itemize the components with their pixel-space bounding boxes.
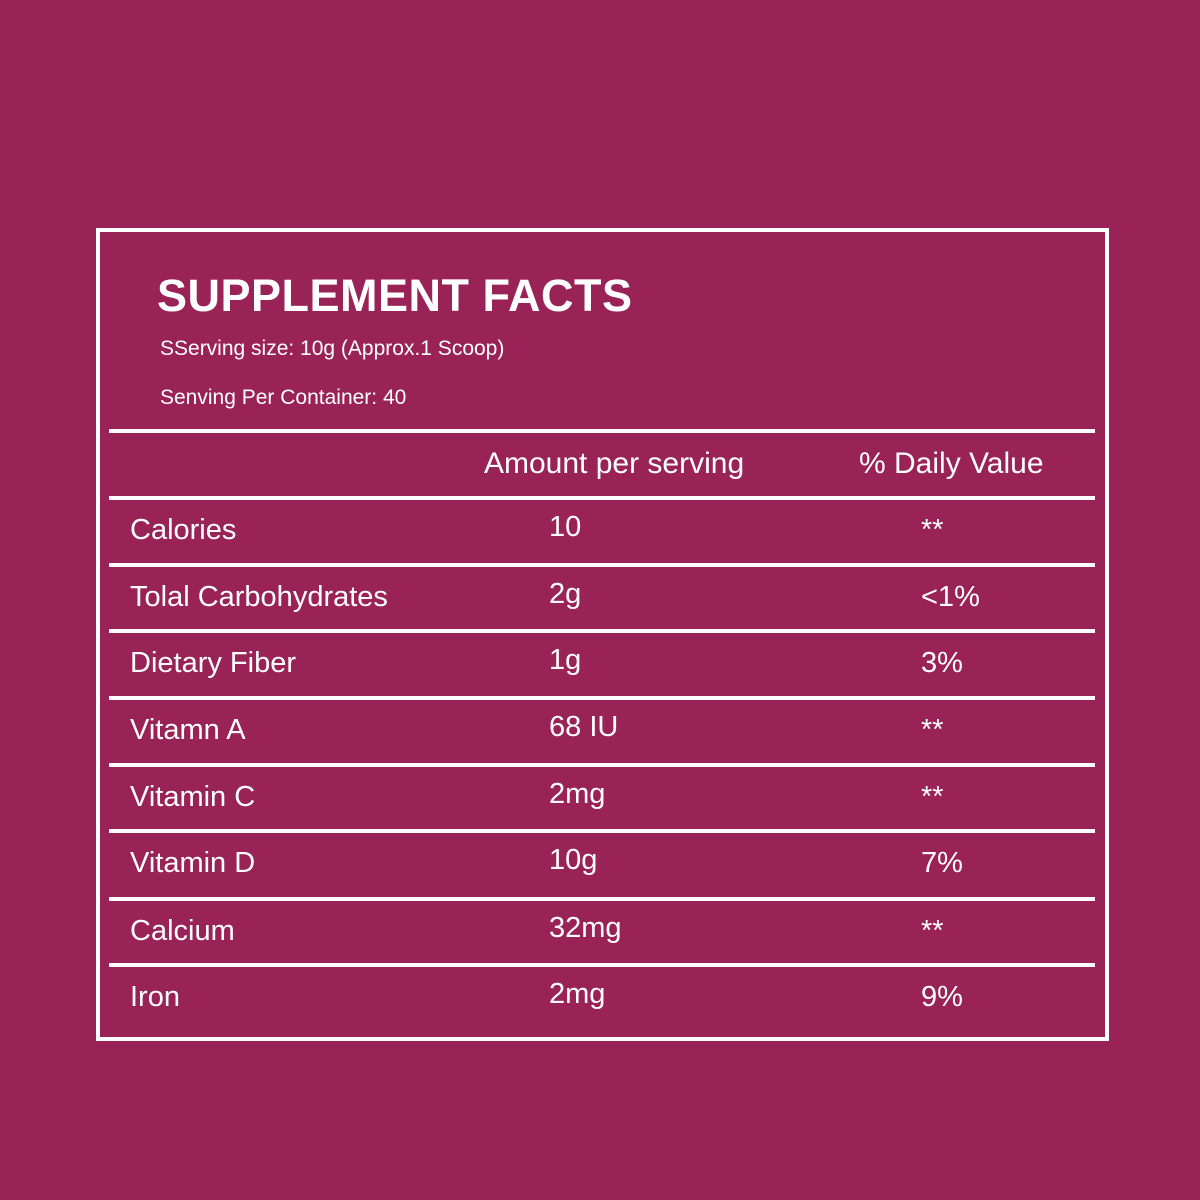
serving-size-text: SServing size: 10g (Approx.1 Scoop) — [160, 337, 505, 360]
nutrient-name: Calcium — [130, 915, 235, 947]
nutrient-daily-value: ** — [921, 781, 944, 813]
divider — [109, 897, 1095, 901]
divider — [109, 496, 1095, 500]
nutrient-amount: 32mg — [549, 912, 622, 944]
nutrient-amount: 2g — [549, 578, 582, 610]
divider — [109, 696, 1095, 700]
divider — [109, 629, 1095, 633]
nutrient-amount: 1g — [549, 644, 582, 676]
nutrient-daily-value: 3% — [921, 647, 963, 679]
nutrient-daily-value: 7% — [921, 847, 963, 879]
nutrient-name: Dietary Fiber — [130, 647, 296, 679]
nutrient-amount: 68 IU — [549, 711, 619, 743]
table-row: Vitamin D 10g 7% — [109, 833, 1095, 896]
nutrient-amount: 10 — [549, 511, 582, 543]
nutrient-name: Iron — [130, 981, 180, 1013]
divider — [109, 763, 1095, 767]
divider — [109, 563, 1095, 567]
table-row: Calories 10 ** — [109, 500, 1095, 563]
nutrient-name: Tolal Carbohydrates — [130, 581, 388, 613]
nutrient-amount: 2mg — [549, 978, 606, 1010]
table-row: Vitamin C 2mg ** — [109, 767, 1095, 830]
header-daily-value: % Daily Value — [859, 447, 1044, 480]
divider — [109, 829, 1095, 833]
table-row: Calcium 32mg ** — [109, 901, 1095, 964]
nutrient-daily-value: ** — [921, 915, 944, 947]
nutrient-daily-value: 9% — [921, 981, 963, 1013]
table-header-row: Amount per serving % Daily Value — [109, 433, 1095, 496]
table-row: Dietary Fiber 1g 3% — [109, 633, 1095, 696]
header-amount-per-serving: Amount per serving — [484, 447, 745, 480]
nutrient-daily-value: ** — [921, 714, 944, 746]
divider — [109, 963, 1095, 967]
nutrient-daily-value: ** — [921, 514, 944, 546]
nutrient-name: Calories — [130, 514, 237, 546]
nutrient-name: Vitamin C — [130, 781, 256, 813]
nutrient-name: Vitamn A — [130, 714, 246, 746]
divider — [109, 429, 1095, 433]
table-row: Tolal Carbohydrates 2g <1% — [109, 567, 1095, 630]
nutrient-amount: 2mg — [549, 778, 606, 810]
servings-per-container-text: Senving Per Container: 40 — [160, 386, 407, 409]
panel-title: SUPPLEMENT FACTS — [157, 270, 633, 321]
table-row: Vitamn A 68 IU ** — [109, 700, 1095, 763]
nutrient-daily-value: <1% — [921, 581, 980, 613]
nutrient-amount: 10g — [549, 844, 598, 876]
nutrient-name: Vitamin D — [130, 847, 256, 879]
table-row: Iron 2mg 9% — [109, 967, 1095, 1030]
supplement-facts-panel: SUPPLEMENT FACTS SServing size: 10g (App… — [96, 228, 1109, 1041]
